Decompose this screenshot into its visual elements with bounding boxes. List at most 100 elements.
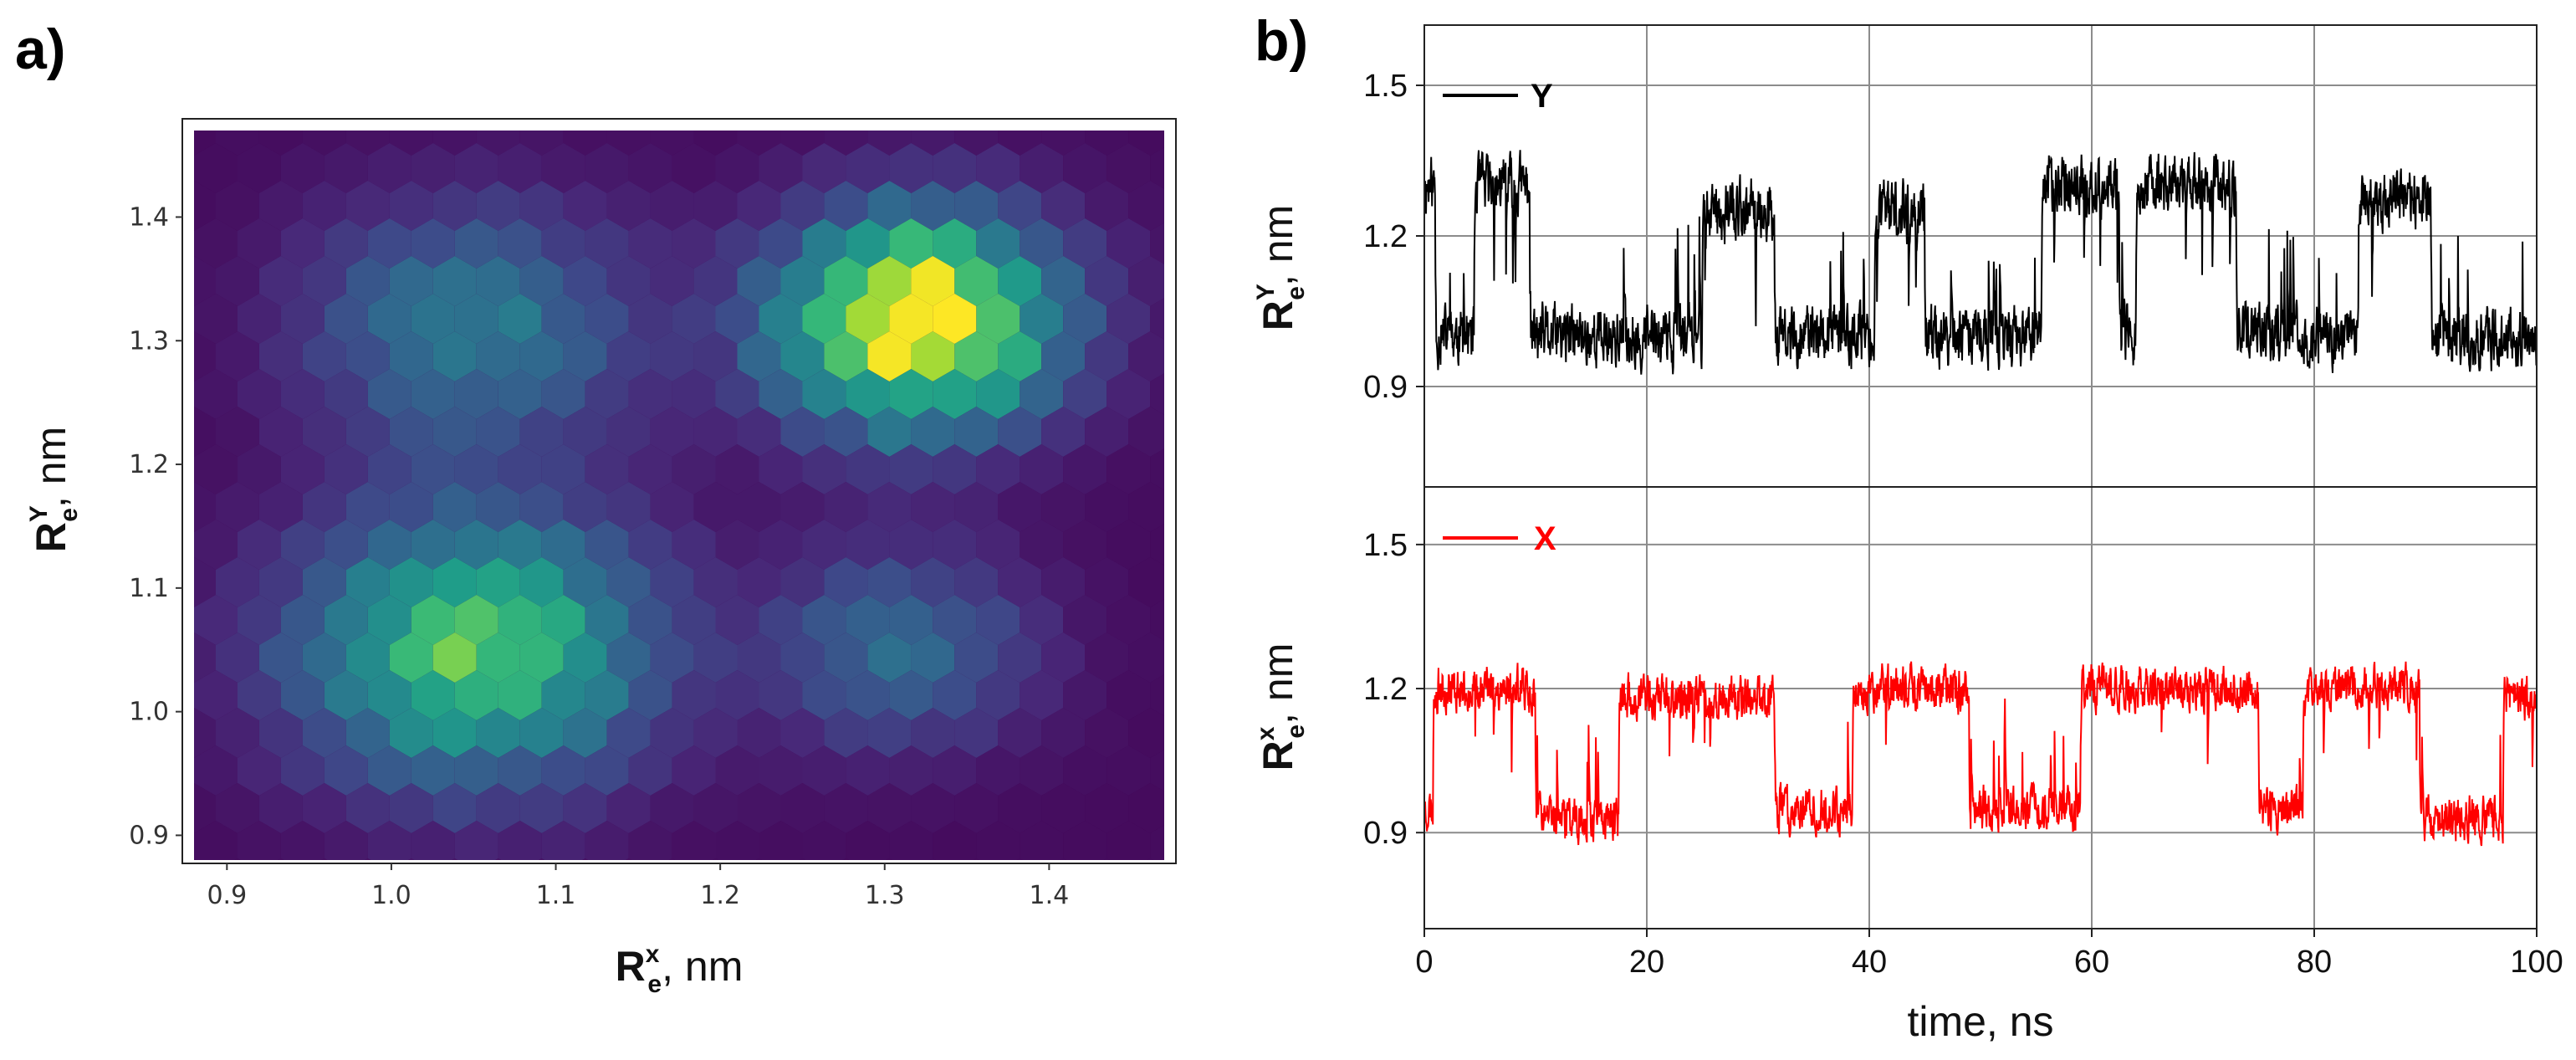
hexbin-cell (1085, 482, 1129, 532)
hexbin-cell (585, 218, 629, 269)
hexbin-cell (1172, 708, 1215, 758)
hexbin-cell (321, 858, 328, 860)
hexbin-cell (1150, 223, 1164, 264)
hexbin-cell (669, 858, 676, 860)
hexbin-cell (650, 482, 694, 532)
hexbin-cell (238, 369, 281, 419)
hexbin-cell (933, 294, 977, 344)
hexbin-cell (1063, 520, 1107, 570)
hexbin-cell (216, 482, 259, 532)
hexbin-cell (846, 143, 890, 193)
hexbin-cell (846, 821, 890, 860)
hexbin-cell (889, 520, 933, 570)
hexbin-cell (389, 632, 433, 683)
hexbin-cell (889, 745, 933, 796)
hexbin-cell (1107, 143, 1151, 193)
hexbin-cell (998, 708, 1042, 758)
hexbin-cell (194, 557, 216, 607)
hexbin-cell (411, 745, 455, 796)
hexbin-cell (280, 444, 325, 494)
hexbin-cell (238, 143, 281, 193)
hexbin-cell (454, 369, 498, 419)
hexbin-cell (842, 858, 849, 860)
hexbin-cell (280, 821, 325, 860)
hexbin-cell (1193, 68, 1237, 118)
hexbin-cell (280, 369, 325, 419)
hexbin-cell (1063, 218, 1107, 269)
hexbin-cell (194, 68, 238, 118)
hexbin-cell (238, 294, 281, 344)
hexbin-cell (759, 821, 803, 860)
hexbin-cell (216, 331, 259, 381)
hexbin-x-tick-label: 1.4 (1030, 881, 1070, 910)
hexbin-cell (563, 131, 607, 156)
hexbin-cell (238, 595, 281, 645)
hexbin-cell (867, 331, 912, 381)
hexbin-cell (650, 557, 694, 607)
hexbin-cell (802, 143, 846, 193)
hexbin-cell (954, 482, 999, 532)
hexbin-cell (541, 821, 585, 860)
hexbin-cell (1107, 821, 1151, 860)
hexbin-cell (389, 557, 433, 607)
time-axis-title: time, ns (1907, 998, 2053, 1045)
hexbin-cell (367, 444, 411, 494)
hexbin-cell (324, 444, 368, 494)
hexbin-cell (345, 407, 390, 457)
hexbin-cell (194, 331, 216, 381)
hexbin-cell (455, 68, 498, 118)
hexbin-cell (1128, 181, 1164, 231)
hexbin-cell (867, 783, 912, 833)
hexbin-cell (998, 557, 1042, 607)
hexbin-cell (281, 68, 325, 118)
hexbin-y-tick-label: 1.4 (129, 202, 169, 232)
hexbin-cell (737, 331, 781, 381)
hexbin-cell (976, 520, 1020, 570)
y-title-unit: , nm (28, 427, 74, 508)
hexbin-cell (585, 821, 629, 860)
hexbin-cell (759, 745, 803, 796)
hexbin-cell (846, 444, 890, 494)
hexbin-cell (498, 218, 542, 269)
hexbin-cell (715, 143, 759, 193)
hexbin-cell (302, 482, 346, 532)
hexbin-x-tick-label: 1.0 (371, 881, 411, 910)
hexbin-cell (129, 407, 172, 457)
hexbin-cell (1103, 858, 1110, 860)
hexbin-cell (889, 143, 933, 193)
hexbin-cell (911, 331, 955, 381)
hexbin-cell (389, 181, 433, 231)
hexbin-cell (495, 858, 502, 860)
hexbin-cell (780, 256, 825, 306)
hexbin-cell (867, 708, 912, 758)
hexbin-cell (933, 520, 977, 570)
hexbin-cell (1063, 143, 1107, 193)
top-y-tick-label: 1.2 (1363, 219, 1408, 254)
hexbin-cell (194, 858, 197, 860)
hexbin-cell (454, 595, 498, 645)
hexbin-cell (889, 444, 933, 494)
hexbin-cell (628, 218, 672, 269)
y-title-main: R (28, 522, 74, 552)
hexbin-cell (889, 670, 933, 720)
hexbin-cell (585, 745, 629, 796)
hexbin-cell (1060, 858, 1066, 860)
hexbin-cell (563, 632, 607, 683)
x-tick-label: 0 (1415, 945, 1433, 980)
hexbin-cell (626, 858, 632, 860)
hexbin-cell (802, 444, 846, 494)
hexbin-cell (258, 783, 303, 833)
hexbin-cell (541, 369, 585, 419)
hexbin-cell (780, 557, 825, 607)
hexbin-panel: 0.9 1.0 1.1 1.2 1.3 1.40.91.01.11.21.31.4 Rx e… (25, 68, 1237, 998)
hexbin-cell (889, 294, 933, 344)
hexbin-cell (498, 520, 542, 570)
hexbin-cell (886, 858, 892, 860)
hexbin-cell (756, 858, 762, 860)
hexbin-cell (1041, 256, 1086, 306)
hexbin-cell (759, 595, 803, 645)
hexbin-cell (454, 520, 498, 570)
top-y-title-unit: , nm (1255, 205, 1301, 286)
hexbin-cell (454, 670, 498, 720)
hexbin-cell (693, 131, 738, 156)
